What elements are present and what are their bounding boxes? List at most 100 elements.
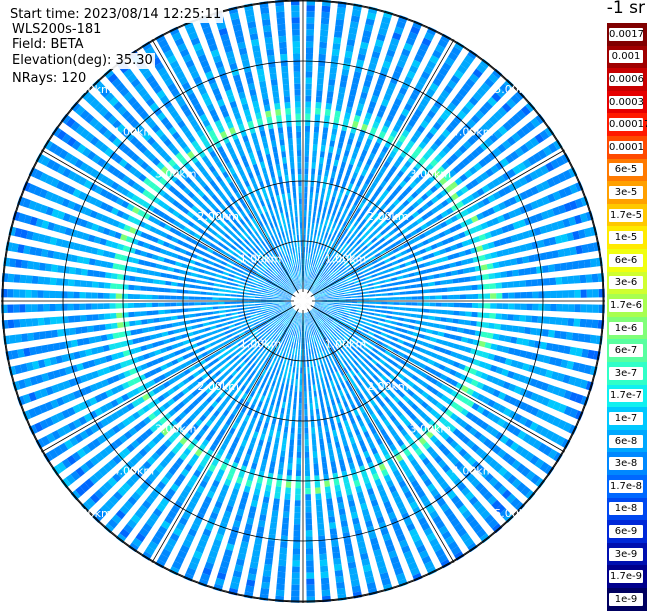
heatmap-cell	[314, 328, 318, 335]
heatmap-cell	[225, 241, 232, 247]
heatmap-cell	[207, 282, 215, 286]
heatmap-cell	[461, 385, 469, 393]
heatmap-cell	[296, 312, 300, 319]
heatmap-cell	[117, 171, 126, 181]
heatmap-cell	[304, 270, 306, 277]
heatmap-cell	[244, 9, 255, 17]
heatmap-cell	[342, 327, 349, 333]
heatmap-cell	[417, 422, 426, 430]
heatmap-cell	[501, 313, 508, 320]
heatmap-cell	[255, 532, 264, 540]
heatmap-cell	[163, 439, 172, 448]
heatmap-cell	[291, 323, 295, 330]
heatmap-cell	[340, 520, 348, 528]
heatmap-cell	[112, 263, 120, 270]
heatmap-cell	[254, 296, 261, 299]
heatmap-cell	[297, 283, 300, 290]
heatmap-cell	[247, 220, 253, 228]
heatmap-cell	[325, 356, 330, 363]
heatmap-cell	[288, 199, 292, 206]
heatmap-cell	[252, 494, 260, 502]
heatmap-cell	[246, 579, 256, 587]
heatmap-cell	[372, 366, 379, 373]
heatmap-cell	[398, 87, 408, 96]
heatmap-cell	[441, 464, 451, 473]
heatmap-cell	[372, 473, 380, 481]
heatmap-cell	[349, 240, 355, 247]
heatmap-cell	[380, 332, 388, 337]
heatmap-cell	[392, 348, 400, 355]
heatmap-cell	[94, 452, 104, 462]
heatmap-cell	[491, 499, 502, 510]
heatmap-cell	[233, 158, 240, 166]
heatmap-cell	[306, 578, 315, 585]
heatmap-cell	[295, 107, 301, 114]
heatmap-cell	[401, 545, 411, 554]
heatmap-cell	[272, 91, 280, 98]
heatmap-cell	[249, 468, 256, 476]
heatmap-cell	[294, 500, 301, 507]
heatmap-cell	[196, 341, 204, 347]
heatmap-cell	[393, 495, 403, 505]
heatmap-cell	[363, 301, 370, 304]
heatmap-cell	[297, 162, 302, 169]
heatmap-cell	[194, 160, 202, 169]
heatmap-cell	[309, 259, 312, 266]
heatmap-cell	[94, 489, 105, 500]
heatmap-cell	[28, 392, 37, 402]
heatmap-cell	[163, 455, 172, 464]
heatmap-cell	[45, 206, 54, 216]
heatmap-cell	[407, 438, 416, 447]
heatmap-cell	[452, 361, 461, 368]
heatmap-cell	[348, 339, 355, 345]
heatmap-cell	[67, 407, 76, 417]
heatmap-cell	[264, 271, 270, 276]
heatmap-cell	[275, 311, 282, 315]
heatmap-cell	[292, 348, 295, 355]
heatmap-cell	[352, 474, 359, 482]
heatmap-cell	[265, 269, 272, 274]
heatmap-cell	[304, 439, 309, 446]
heatmap-cell	[340, 213, 346, 220]
heatmap-cell	[294, 354, 297, 361]
heatmap-cell	[153, 317, 160, 323]
heatmap-cell	[374, 355, 381, 361]
heatmap-cell	[323, 274, 329, 280]
heatmap-cell	[206, 396, 213, 404]
heatmap-cell	[380, 180, 387, 188]
heatmap-cell	[201, 439, 210, 447]
heatmap-cell	[248, 171, 254, 179]
heatmap-cell	[255, 350, 261, 357]
heatmap-cell	[182, 308, 189, 313]
heatmap-cell	[345, 393, 352, 400]
heatmap-cell	[9, 334, 17, 344]
heatmap-cell	[232, 422, 239, 430]
heatmap-cell	[138, 220, 146, 228]
heatmap-cell	[133, 169, 142, 179]
heatmap-cell	[276, 275, 282, 281]
heatmap-cell	[326, 97, 333, 104]
heatmap-cell	[256, 118, 264, 126]
heatmap-cell	[285, 327, 289, 334]
heatmap-cell	[362, 564, 372, 573]
heatmap-cell	[80, 280, 87, 287]
heatmap-cell	[160, 347, 168, 354]
heatmap-cell	[386, 479, 394, 488]
heatmap-cell	[225, 452, 233, 461]
heatmap-cell	[332, 386, 337, 393]
heatmap-cell	[359, 188, 366, 196]
heatmap-cell	[347, 210, 354, 217]
heatmap-cell	[121, 200, 130, 209]
heatmap-cell	[219, 166, 226, 174]
heatmap-cell	[298, 186, 302, 193]
heatmap-cell	[303, 355, 306, 362]
heatmap-cell	[445, 409, 454, 418]
heatmap-cell	[205, 175, 213, 183]
heatmap-cell	[356, 59, 365, 67]
heatmap-cell	[408, 324, 415, 330]
heatmap-cell	[376, 110, 385, 118]
heatmap-cell	[291, 174, 296, 181]
heatmap-cell	[282, 432, 288, 439]
heatmap-cell	[67, 170, 77, 181]
heatmap-cell	[91, 438, 101, 448]
